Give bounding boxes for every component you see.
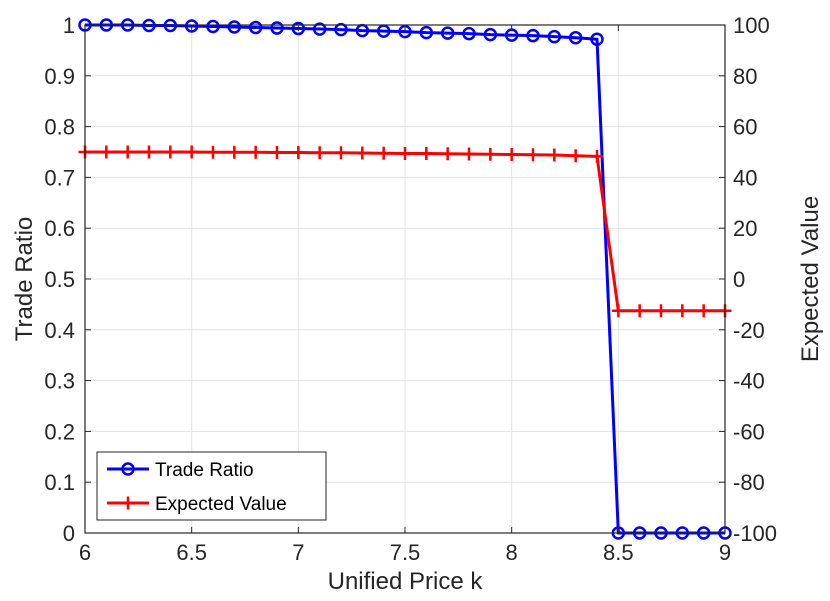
data-point-trade-ratio <box>291 21 306 36</box>
data-point-expected-value <box>505 148 519 162</box>
data-point-expected-value <box>569 149 583 163</box>
legend-box <box>96 451 327 521</box>
data-point-trade-ratio <box>483 27 498 42</box>
legend-entry-trade-ratio: Trade Ratio <box>107 460 254 481</box>
data-point-trade-ratio <box>334 22 348 37</box>
data-point-expected-value <box>270 146 284 160</box>
legend-label-expected-value: Expected Value <box>155 494 287 515</box>
data-point-expected-value <box>398 147 412 161</box>
data-point-trade-ratio <box>590 32 604 46</box>
data-point-expected-value <box>611 304 625 318</box>
data-point-expected-value <box>675 304 689 318</box>
legend-marker-plus-icon <box>121 496 135 510</box>
data-point-expected-value <box>441 147 455 161</box>
data-point-trade-ratio <box>526 28 540 43</box>
data-point-expected-value <box>334 146 348 160</box>
data-point-expected-value <box>377 146 391 160</box>
y-left-tick-label: 0.1 <box>44 470 75 495</box>
data-point-trade-ratio <box>270 21 284 35</box>
data-point-trade-ratio <box>184 19 199 33</box>
x-tick-label: 6 <box>79 540 91 565</box>
y-right-tick-label: -40 <box>733 369 765 394</box>
y-right-tick-label: -100 <box>733 521 777 546</box>
legend: Trade Ratio Expected Value <box>96 451 327 521</box>
data-point-expected-value <box>697 304 711 318</box>
data-point-expected-value <box>419 147 433 161</box>
data-point-trade-ratio <box>312 22 327 36</box>
x-tick-label: 9 <box>719 540 731 565</box>
data-point-expected-value <box>654 304 668 318</box>
y-left-tick-label: 0.4 <box>44 318 75 343</box>
x-tick-label: 7 <box>292 540 304 565</box>
data-point-expected-value <box>142 145 156 159</box>
data-point-expected-value <box>185 145 199 159</box>
y-axis-right-label: Expected Value <box>797 196 824 362</box>
y-left-tick-label: 0 <box>63 521 75 546</box>
x-tick-label: 7.5 <box>390 540 421 565</box>
data-point-trade-ratio <box>419 25 434 40</box>
x-tick-label: 8.5 <box>603 540 634 565</box>
data-point-expected-value <box>633 304 647 318</box>
data-point-trade-ratio <box>227 20 242 34</box>
legend-label-trade-ratio: Trade Ratio <box>155 460 254 481</box>
y-right-tick-label: 0 <box>733 267 745 292</box>
data-point-trade-ratio <box>462 26 476 41</box>
legend-entry-expected-value: Expected Value <box>107 494 287 515</box>
data-point-trade-ratio <box>547 29 562 44</box>
y-left-tick-label: 0.3 <box>44 369 75 394</box>
data-point-expected-value <box>227 145 241 159</box>
y-left-tick-label: 0.7 <box>44 165 75 190</box>
data-point-expected-value <box>99 145 113 159</box>
data-point-trade-ratio <box>568 30 583 45</box>
y-axis-left-label: Trade Ratio <box>11 217 38 342</box>
data-point-expected-value <box>313 146 327 160</box>
y-right-tick-label: -20 <box>733 318 765 343</box>
y-right-tick-label: 100 <box>733 13 770 38</box>
data-point-expected-value <box>483 147 497 161</box>
y-right-tick-label: 20 <box>733 216 757 241</box>
y-left-tick-label: 0.5 <box>44 267 75 292</box>
x-tick-label: 6.5 <box>176 540 207 565</box>
y-left-tick-label: 0.9 <box>44 64 75 89</box>
data-point-expected-value <box>249 145 263 159</box>
data-point-expected-value <box>355 146 369 160</box>
x-tick-label: 8 <box>506 540 518 565</box>
data-point-expected-value <box>547 148 561 162</box>
x-axis-label: Unified Price k <box>328 568 484 595</box>
y-right-tick-label: 80 <box>733 64 757 89</box>
data-point-trade-ratio <box>440 26 455 40</box>
y-left-tick-label: 0.2 <box>44 419 75 444</box>
y-right-tick-label: -80 <box>733 470 765 495</box>
data-point-expected-value <box>206 145 220 159</box>
y-left-tick-label: 0.8 <box>44 115 75 140</box>
data-point-expected-value <box>163 145 177 159</box>
y-right-tick-label: 60 <box>733 115 757 140</box>
data-point-expected-value <box>590 149 604 163</box>
y-left-tick-label: 1 <box>63 13 75 38</box>
y-right-tick-label: -60 <box>733 419 765 444</box>
data-point-expected-value <box>462 147 476 161</box>
data-point-expected-value <box>526 148 540 162</box>
y-left-tick-label: 0.6 <box>44 216 75 241</box>
data-point-trade-ratio <box>248 20 263 35</box>
legend-marker-circle-icon <box>121 462 135 476</box>
data-point-expected-value <box>291 146 305 160</box>
data-point-expected-value <box>121 145 135 159</box>
y-right-tick-label: 40 <box>733 165 757 190</box>
axis-ticks: 6 6.5 7 7.5 8 8.5 9 0 0.1 0.2 0.3 0.4 0.5 0.6 0.7 0.8 0.… <box>44 13 777 565</box>
data-point-trade-ratio <box>206 19 220 34</box>
